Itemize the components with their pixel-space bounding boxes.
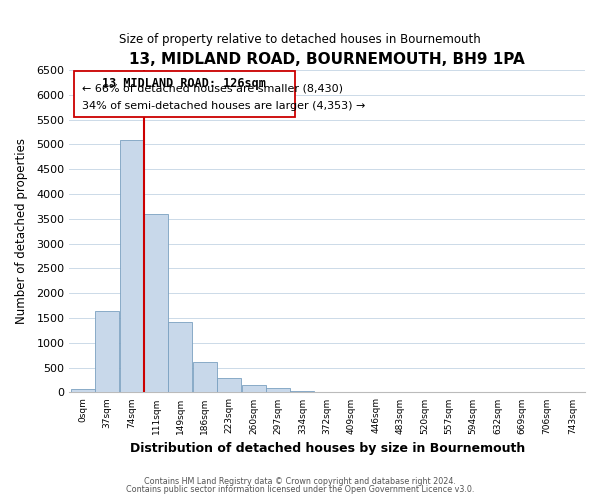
Y-axis label: Number of detached properties: Number of detached properties — [15, 138, 28, 324]
X-axis label: Distribution of detached houses by size in Bournemouth: Distribution of detached houses by size … — [130, 442, 525, 455]
Bar — [169, 322, 193, 392]
Title: 13, MIDLAND ROAD, BOURNEMOUTH, BH9 1PA: 13, MIDLAND ROAD, BOURNEMOUTH, BH9 1PA — [129, 52, 525, 68]
Bar — [266, 388, 290, 392]
Bar — [290, 391, 314, 392]
Text: ← 66% of detached houses are smaller (8,430): ← 66% of detached houses are smaller (8,… — [82, 84, 343, 94]
Bar — [119, 140, 143, 392]
Bar — [217, 378, 241, 392]
Text: Contains HM Land Registry data © Crown copyright and database right 2024.: Contains HM Land Registry data © Crown c… — [144, 477, 456, 486]
Bar — [193, 362, 217, 392]
Bar — [144, 214, 168, 392]
FancyBboxPatch shape — [74, 71, 295, 117]
Bar — [71, 390, 95, 392]
Bar — [95, 310, 119, 392]
Text: Contains public sector information licensed under the Open Government Licence v3: Contains public sector information licen… — [126, 484, 474, 494]
Text: 13 MIDLAND ROAD: 126sqm: 13 MIDLAND ROAD: 126sqm — [103, 77, 266, 90]
Text: Size of property relative to detached houses in Bournemouth: Size of property relative to detached ho… — [119, 32, 481, 46]
Text: 34% of semi-detached houses are larger (4,353) →: 34% of semi-detached houses are larger (… — [82, 102, 365, 112]
Bar — [242, 384, 266, 392]
